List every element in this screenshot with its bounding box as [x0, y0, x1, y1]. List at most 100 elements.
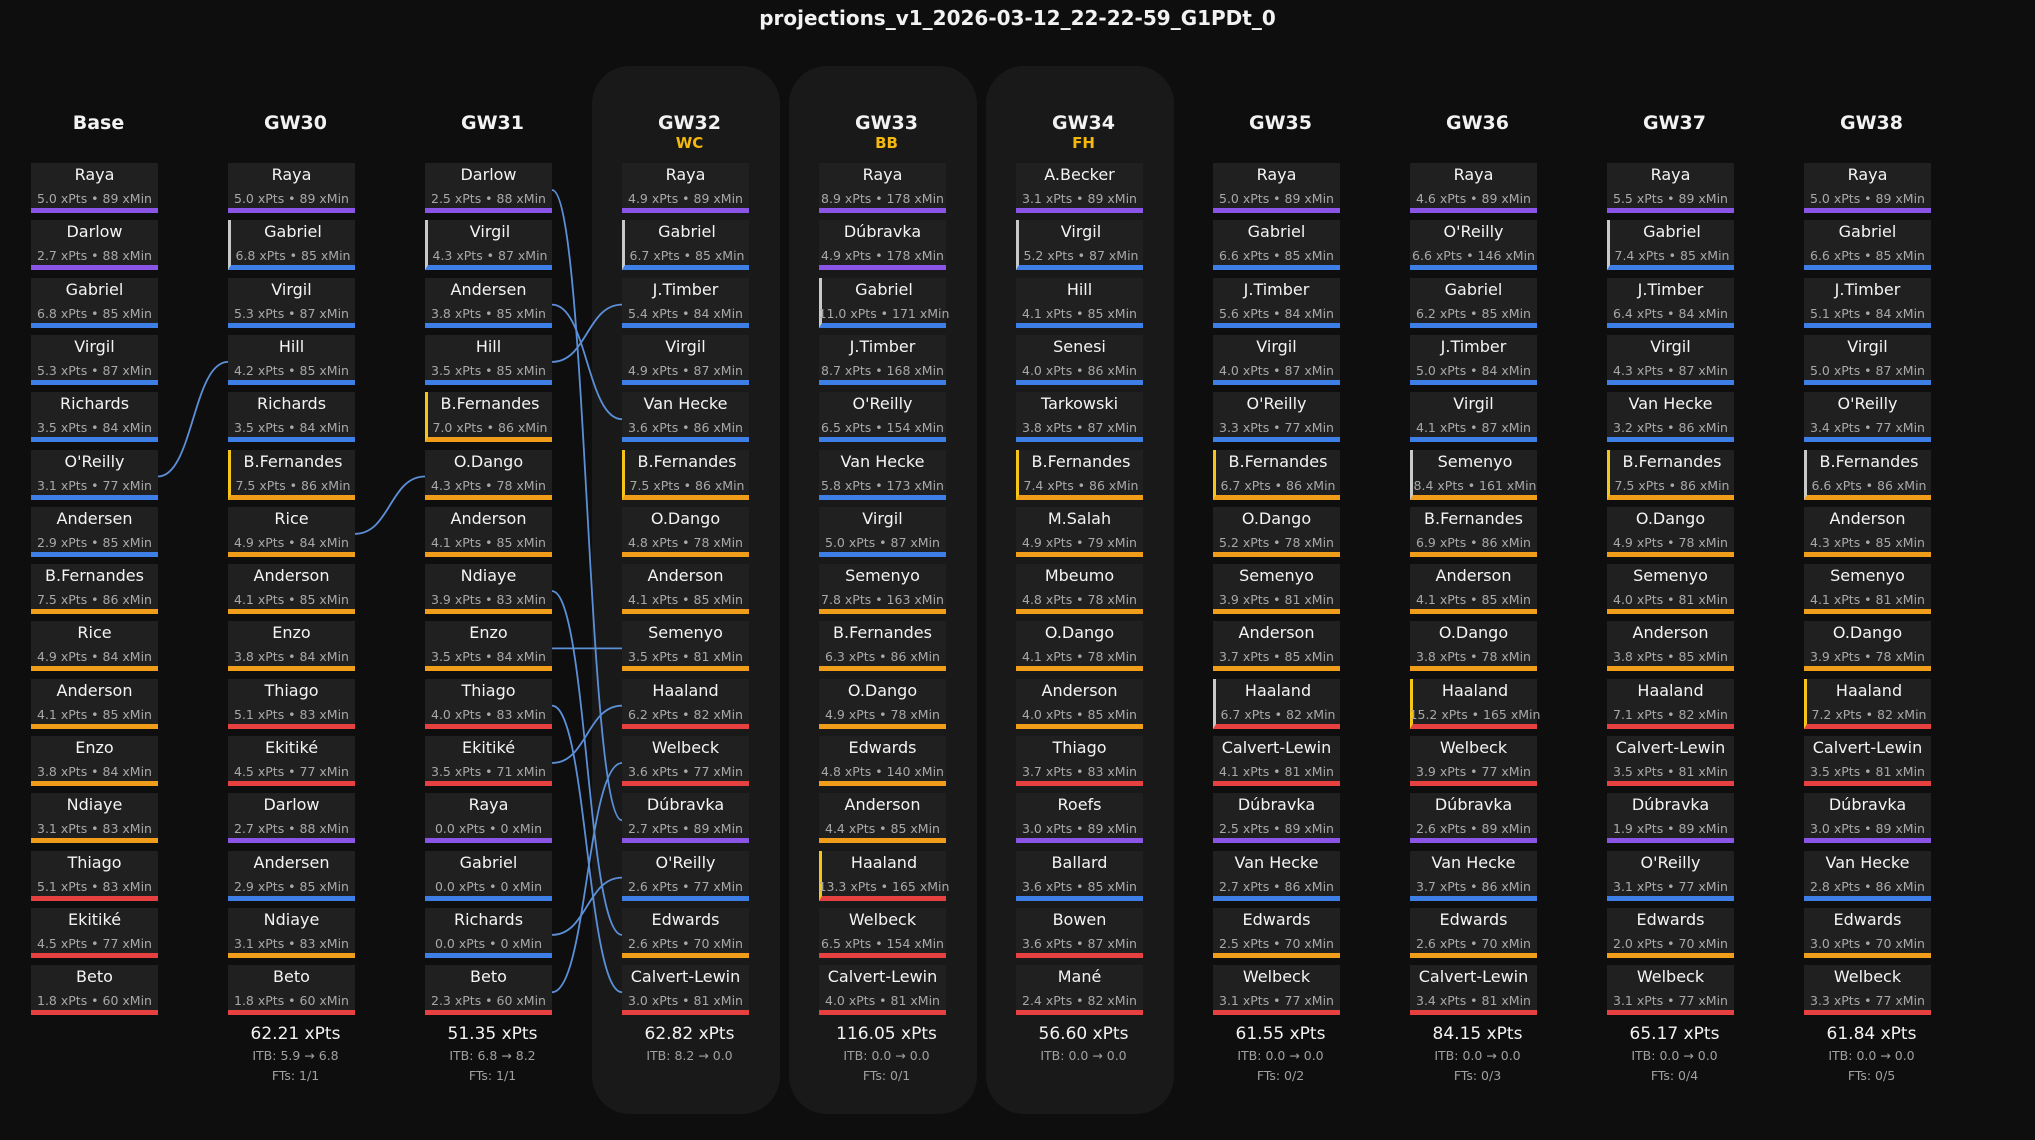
- player-card[interactable]: Welbeck 3.3 xPts • 77 xMin: [1804, 965, 1931, 1016]
- player-card[interactable]: Haaland 15.2 xPts • 165 xMin: [1410, 678, 1540, 729]
- player-card[interactable]: Thiago 5.1 xPts • 83 xMin: [31, 850, 158, 901]
- player-card[interactable]: Raya 5.0 xPts • 89 xMin: [228, 163, 355, 213]
- player-card[interactable]: Semenyo 4.1 xPts • 81 xMin: [1804, 564, 1931, 615]
- player-card[interactable]: Anderson 4.1 xPts • 85 xMin: [425, 506, 552, 557]
- player-card[interactable]: Calvert-Lewin 4.0 xPts • 81 xMin: [819, 965, 946, 1016]
- player-card[interactable]: J.Timber 8.7 xPts • 168 xMin: [819, 334, 946, 385]
- player-card[interactable]: Virgil 4.3 xPts • 87 xMin: [425, 220, 552, 271]
- player-card[interactable]: Enzo 3.5 xPts • 84 xMin: [425, 621, 552, 672]
- player-card[interactable]: B.Fernandes 6.3 xPts • 86 xMin: [819, 621, 946, 672]
- player-card[interactable]: Semenyo 3.9 xPts • 81 xMin: [1213, 564, 1340, 615]
- player-card[interactable]: Thiago 3.7 xPts • 83 xMin: [1016, 736, 1143, 786]
- player-card[interactable]: Anderson 4.1 xPts • 85 xMin: [31, 678, 158, 729]
- player-card[interactable]: Haaland 6.7 xPts • 82 xMin: [1213, 678, 1340, 729]
- player-card[interactable]: J.Timber 6.4 xPts • 84 xMin: [1607, 277, 1734, 328]
- player-card[interactable]: Semenyo 7.8 xPts • 163 xMin: [819, 564, 946, 615]
- player-card[interactable]: Richards 0.0 xPts • 0 xMin: [425, 907, 552, 958]
- player-card[interactable]: Haaland 7.1 xPts • 82 xMin: [1607, 678, 1734, 729]
- player-card[interactable]: Edwards 2.5 xPts • 70 xMin: [1213, 907, 1340, 958]
- player-card[interactable]: Virgil 4.9 xPts • 87 xMin: [622, 334, 749, 385]
- player-card[interactable]: J.Timber 5.1 xPts • 84 xMin: [1804, 277, 1931, 328]
- player-card[interactable]: Raya 5.5 xPts • 89 xMin: [1607, 163, 1734, 213]
- player-card[interactable]: O.Dango 4.9 xPts • 78 xMin: [1607, 506, 1734, 557]
- player-card[interactable]: Gabriel 0.0 xPts • 0 xMin: [425, 850, 552, 901]
- player-card[interactable]: Dúbravka 4.9 xPts • 178 xMin: [819, 220, 946, 271]
- player-card[interactable]: B.Fernandes 7.5 xPts • 86 xMin: [1607, 449, 1734, 500]
- player-card[interactable]: Hill 3.5 xPts • 85 xMin: [425, 334, 552, 385]
- player-card[interactable]: Gabriel 7.4 xPts • 85 xMin: [1607, 220, 1734, 271]
- player-card[interactable]: Edwards 3.0 xPts • 70 xMin: [1804, 907, 1931, 958]
- player-card[interactable]: Senesi 4.0 xPts • 86 xMin: [1016, 334, 1143, 385]
- player-card[interactable]: Virgil 5.0 xPts • 87 xMin: [1804, 334, 1931, 385]
- player-card[interactable]: Welbeck 3.6 xPts • 77 xMin: [622, 736, 749, 786]
- player-card[interactable]: Van Hecke 5.8 xPts • 173 xMin: [819, 449, 946, 500]
- player-card[interactable]: B.Fernandes 7.5 xPts • 86 xMin: [31, 564, 158, 615]
- player-card[interactable]: Virgil 5.0 xPts • 87 xMin: [819, 506, 946, 557]
- player-card[interactable]: Haaland 6.2 xPts • 82 xMin: [622, 678, 749, 729]
- player-card[interactable]: M.Salah 4.9 xPts • 79 xMin: [1016, 506, 1143, 557]
- player-card[interactable]: Mbeumo 4.8 xPts • 78 xMin: [1016, 564, 1143, 615]
- player-card[interactable]: Anderson 4.0 xPts • 85 xMin: [1016, 678, 1143, 729]
- player-card[interactable]: Darlow 2.7 xPts • 88 xMin: [31, 220, 158, 271]
- player-card[interactable]: Ekitiké 4.5 xPts • 77 xMin: [31, 907, 158, 958]
- player-card[interactable]: Welbeck 3.1 xPts • 77 xMin: [1213, 965, 1340, 1016]
- player-card[interactable]: Darlow 2.7 xPts • 88 xMin: [228, 793, 355, 844]
- player-card[interactable]: Calvert-Lewin 4.1 xPts • 81 xMin: [1213, 736, 1340, 786]
- player-card[interactable]: Raya 5.0 xPts • 89 xMin: [1213, 163, 1340, 213]
- player-card[interactable]: Rice 4.9 xPts • 84 xMin: [228, 506, 355, 557]
- player-card[interactable]: Beto 2.3 xPts • 60 xMin: [425, 965, 552, 1016]
- player-card[interactable]: Raya 0.0 xPts • 0 xMin: [425, 793, 552, 844]
- player-card[interactable]: O'Reilly 3.1 xPts • 77 xMin: [1607, 850, 1734, 901]
- player-card[interactable]: Gabriel 6.8 xPts • 85 xMin: [228, 220, 355, 271]
- player-card[interactable]: Haaland 7.2 xPts • 82 xMin: [1804, 678, 1931, 729]
- player-card[interactable]: Semenyo 8.4 xPts • 161 xMin: [1410, 449, 1537, 500]
- player-card[interactable]: Roefs 3.0 xPts • 89 xMin: [1016, 793, 1143, 844]
- player-card[interactable]: Ndiaye 3.9 xPts • 83 xMin: [425, 564, 552, 615]
- player-card[interactable]: B.Fernandes 7.5 xPts • 86 xMin: [228, 449, 355, 500]
- player-card[interactable]: J.Timber 5.0 xPts • 84 xMin: [1410, 334, 1537, 385]
- player-card[interactable]: Ekitiké 3.5 xPts • 71 xMin: [425, 736, 552, 786]
- player-card[interactable]: Raya 4.6 xPts • 89 xMin: [1410, 163, 1537, 213]
- player-card[interactable]: Enzo 3.8 xPts • 84 xMin: [228, 621, 355, 672]
- player-card[interactable]: Tarkowski 3.8 xPts • 87 xMin: [1016, 392, 1143, 443]
- player-card[interactable]: Dúbravka 1.9 xPts • 89 xMin: [1607, 793, 1734, 844]
- player-card[interactable]: Ballard 3.6 xPts • 85 xMin: [1016, 850, 1143, 901]
- player-card[interactable]: Richards 3.5 xPts • 84 xMin: [31, 392, 158, 443]
- player-card[interactable]: Welbeck 6.5 xPts • 154 xMin: [819, 907, 946, 958]
- player-card[interactable]: Anderson 3.8 xPts • 85 xMin: [1607, 621, 1734, 672]
- player-card[interactable]: Beto 1.8 xPts • 60 xMin: [228, 965, 355, 1016]
- player-card[interactable]: Edwards 4.8 xPts • 140 xMin: [819, 736, 946, 786]
- player-card[interactable]: Virgil 5.3 xPts • 87 xMin: [228, 277, 355, 328]
- player-card[interactable]: Richards 3.5 xPts • 84 xMin: [228, 392, 355, 443]
- player-card[interactable]: O.Dango 5.2 xPts • 78 xMin: [1213, 506, 1340, 557]
- player-card[interactable]: B.Fernandes 7.0 xPts • 86 xMin: [425, 392, 552, 443]
- player-card[interactable]: B.Fernandes 6.9 xPts • 86 xMin: [1410, 506, 1537, 557]
- player-card[interactable]: Anderson 4.1 xPts • 85 xMin: [228, 564, 355, 615]
- player-card[interactable]: Calvert-Lewin 3.4 xPts • 81 xMin: [1410, 965, 1537, 1016]
- player-card[interactable]: O'Reilly 2.6 xPts • 77 xMin: [622, 850, 749, 901]
- player-card[interactable]: Thiago 4.0 xPts • 83 xMin: [425, 678, 552, 729]
- player-card[interactable]: B.Fernandes 7.5 xPts • 86 xMin: [622, 449, 749, 500]
- player-card[interactable]: Edwards 2.6 xPts • 70 xMin: [622, 907, 749, 958]
- player-card[interactable]: Raya 8.9 xPts • 178 xMin: [819, 163, 946, 213]
- player-card[interactable]: Ndiaye 3.1 xPts • 83 xMin: [228, 907, 355, 958]
- player-card[interactable]: Dúbravka 2.5 xPts • 89 xMin: [1213, 793, 1340, 844]
- player-card[interactable]: Welbeck 3.9 xPts • 77 xMin: [1410, 736, 1537, 786]
- player-card[interactable]: Edwards 2.6 xPts • 70 xMin: [1410, 907, 1537, 958]
- player-card[interactable]: B.Fernandes 6.7 xPts • 86 xMin: [1213, 449, 1340, 500]
- player-card[interactable]: Van Hecke 2.8 xPts • 86 xMin: [1804, 850, 1931, 901]
- player-card[interactable]: Bowen 3.6 xPts • 87 xMin: [1016, 907, 1143, 958]
- player-card[interactable]: Virgil 5.3 xPts • 87 xMin: [31, 334, 158, 385]
- player-card[interactable]: Welbeck 3.1 xPts • 77 xMin: [1607, 965, 1734, 1016]
- player-card[interactable]: O.Dango 3.9 xPts • 78 xMin: [1804, 621, 1931, 672]
- player-card[interactable]: Gabriel 6.8 xPts • 85 xMin: [31, 277, 158, 328]
- player-card[interactable]: Gabriel 6.6 xPts • 85 xMin: [1213, 220, 1340, 271]
- player-card[interactable]: Darlow 2.5 xPts • 88 xMin: [425, 163, 552, 213]
- player-card[interactable]: B.Fernandes 7.4 xPts • 86 xMin: [1016, 449, 1143, 500]
- player-card[interactable]: Rice 4.9 xPts • 84 xMin: [31, 621, 158, 672]
- player-card[interactable]: Anderson 4.3 xPts • 85 xMin: [1804, 506, 1931, 557]
- player-card[interactable]: A.Becker 3.1 xPts • 89 xMin: [1016, 163, 1143, 213]
- player-card[interactable]: Gabriel 6.7 xPts • 85 xMin: [622, 220, 749, 271]
- player-card[interactable]: Semenyo 3.5 xPts • 81 xMin: [622, 621, 749, 672]
- player-card[interactable]: Calvert-Lewin 3.0 xPts • 81 xMin: [622, 965, 749, 1016]
